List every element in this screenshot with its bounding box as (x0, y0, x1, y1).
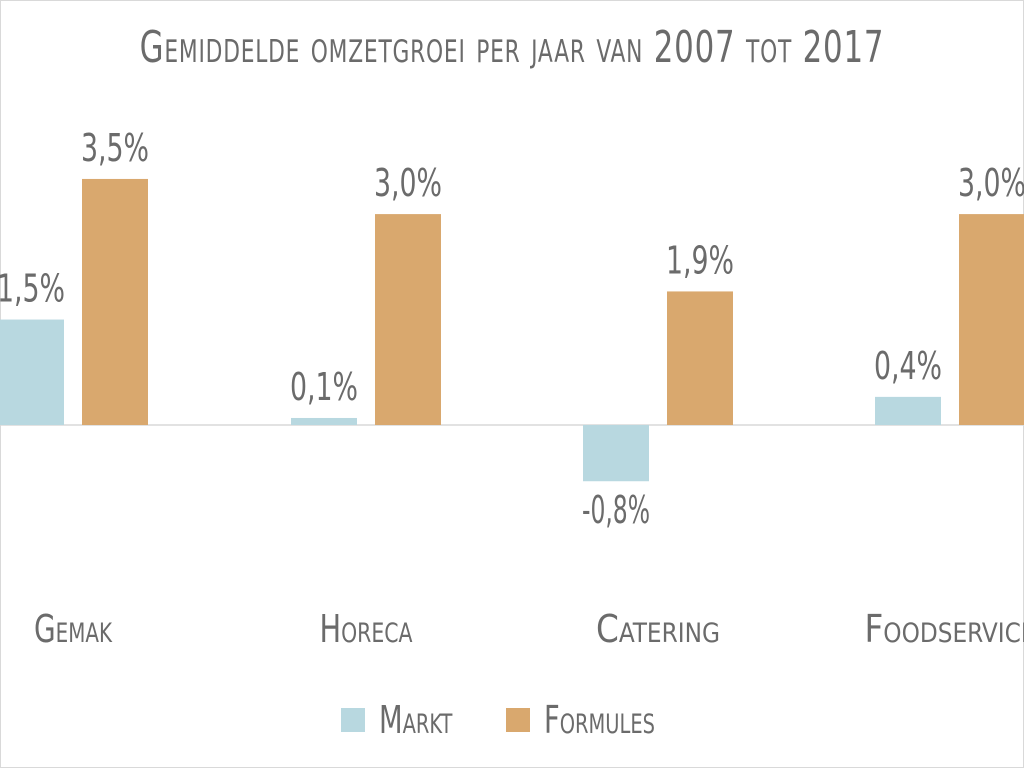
category-label-foodservice: Foodservice (865, 607, 1024, 651)
legend-item-formules: Formules (506, 698, 683, 742)
legend-swatch-markt (340, 708, 365, 732)
chart-title: Gemiddelde omzetgroei per jaar van 2007 … (139, 22, 885, 73)
legend: Markt Formules (0, 697, 1024, 743)
legend-label-markt: Markt (378, 698, 453, 742)
bar-formules-foodservice (959, 214, 1024, 425)
legend-swatch-formules (506, 708, 531, 732)
data-label-formules-gemak: 3,5% (81, 126, 149, 170)
bar-markt-horeca (291, 417, 357, 425)
data-label-markt-horeca: 0,1% (290, 365, 358, 409)
bar-markt-gemak (0, 319, 64, 425)
data-label-markt-catering: -0,8% (582, 488, 650, 532)
data-label-formules-catering: 1,9% (666, 238, 734, 282)
legend-item-markt: Markt (340, 698, 471, 742)
data-label-markt-foodservice: 0,4% (874, 344, 942, 388)
bar-markt-foodservice (875, 396, 941, 425)
category-label-catering: Catering (596, 607, 720, 651)
bar-formules-catering (667, 291, 733, 425)
bar-markt-catering (583, 425, 649, 482)
category-label-horeca: Horeca (320, 607, 413, 651)
data-label-formules-horeca: 3,0% (374, 161, 442, 205)
data-label-markt-gemak: 1,5% (0, 267, 65, 311)
bar-formules-gemak (82, 178, 148, 425)
category-label-gemak: Gemak (34, 607, 113, 651)
data-label-formules-foodservice: 3,0% (958, 161, 1024, 205)
bar-formules-horeca (375, 214, 441, 425)
legend-label-formules: Formules (544, 698, 656, 742)
